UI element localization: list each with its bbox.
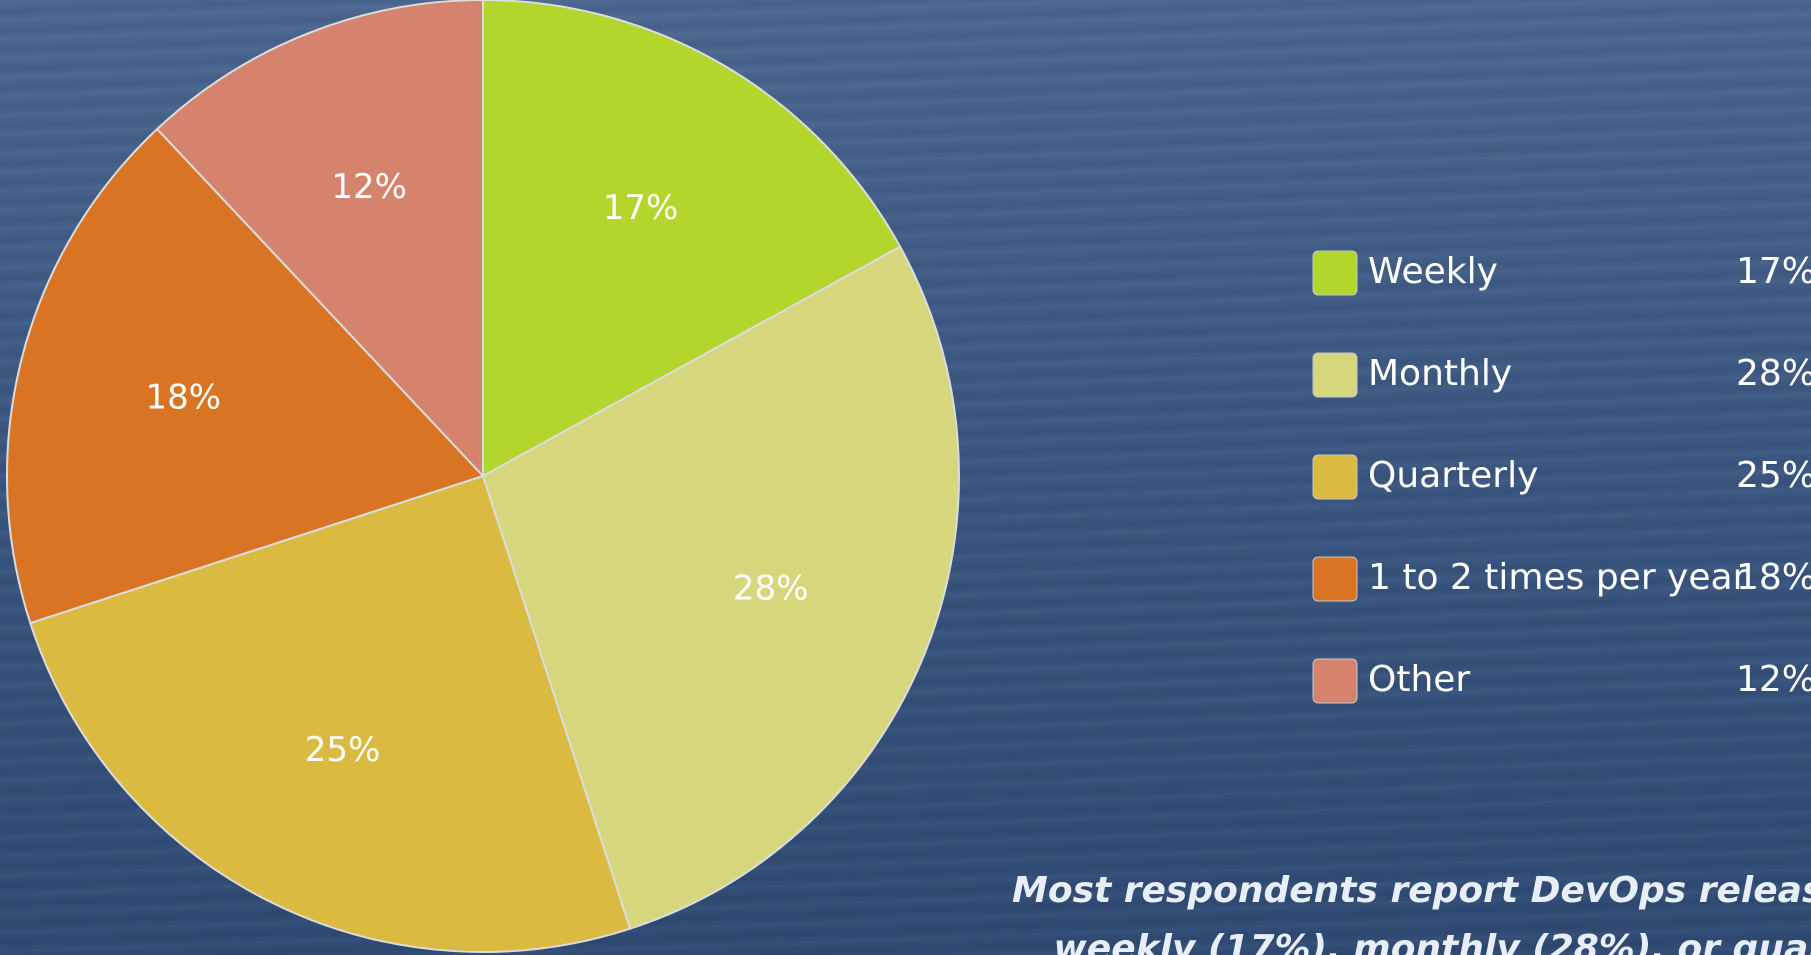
pie-label: 17% xyxy=(603,188,679,228)
pie-label: 12% xyxy=(331,167,407,207)
legend: Weekly 17% Monthly 28% Quarterly 25% 1 to 2 ti… xyxy=(1313,251,1811,703)
chart: 17% 28% 25% 18% 12% Weekly 17% Monthly 28% Quart… xyxy=(0,0,1811,955)
legend-value: 25% xyxy=(1736,455,1811,496)
legend-value: 12% xyxy=(1736,659,1811,700)
legend-label: 1 to 2 times per year xyxy=(1368,557,1748,598)
legend-swatch xyxy=(1313,353,1357,397)
page: 17% 28% 25% 18% 12% Weekly 17% Monthly 28% Quart… xyxy=(0,0,1811,955)
caption-line: Most respondents report DevOps release c… xyxy=(1012,870,1811,911)
legend-value: 17% xyxy=(1736,251,1811,292)
pie-label: 28% xyxy=(733,568,809,608)
legend-swatch xyxy=(1313,557,1357,601)
legend-label: Other xyxy=(1368,659,1470,700)
caption-line: weekly (17%), monthly (28%), or quarterl… xyxy=(1054,928,1811,955)
legend-label: Monthly xyxy=(1368,353,1512,394)
pie: 17% 28% 25% 18% 12% xyxy=(7,0,959,952)
pie-label: 25% xyxy=(305,730,381,770)
pie-label: 18% xyxy=(146,378,222,418)
legend-label: Weekly xyxy=(1368,251,1498,292)
legend-label: Quarterly xyxy=(1368,455,1538,496)
legend-swatch xyxy=(1313,455,1357,499)
legend-swatch xyxy=(1313,251,1357,295)
legend-value: 28% xyxy=(1736,353,1811,394)
legend-swatch xyxy=(1313,659,1357,703)
legend-value: 18% xyxy=(1736,557,1811,598)
